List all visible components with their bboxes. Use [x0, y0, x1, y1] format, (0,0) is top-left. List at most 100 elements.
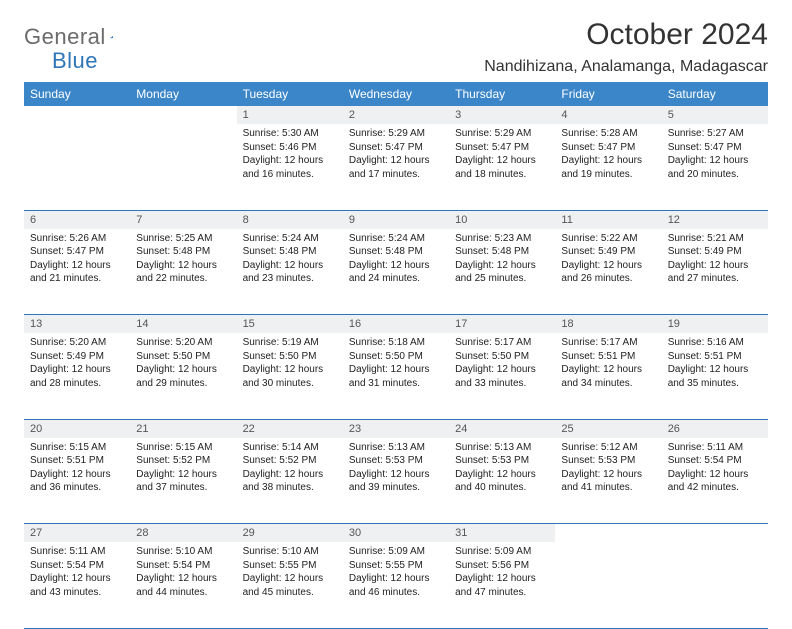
day-content: Sunrise: 5:23 AMSunset: 5:48 PMDaylight:… — [449, 229, 555, 292]
day-content: Sunrise: 5:15 AMSunset: 5:52 PMDaylight:… — [130, 438, 236, 501]
day-number-cell: 21 — [130, 419, 236, 438]
day-cell: Sunrise: 5:14 AMSunset: 5:52 PMDaylight:… — [237, 438, 343, 524]
day-cell: Sunrise: 5:10 AMSunset: 5:54 PMDaylight:… — [130, 542, 236, 628]
day-content: Sunrise: 5:24 AMSunset: 5:48 PMDaylight:… — [343, 229, 449, 292]
day-cell — [24, 124, 130, 210]
day-content: Sunrise: 5:29 AMSunset: 5:47 PMDaylight:… — [449, 124, 555, 187]
weekday-header: Sunday — [24, 82, 130, 106]
day-cell: Sunrise: 5:15 AMSunset: 5:52 PMDaylight:… — [130, 438, 236, 524]
day-content: Sunrise: 5:24 AMSunset: 5:48 PMDaylight:… — [237, 229, 343, 292]
daynum-row: 12345 — [24, 106, 768, 124]
day-cell: Sunrise: 5:10 AMSunset: 5:55 PMDaylight:… — [237, 542, 343, 628]
day-content: Sunrise: 5:20 AMSunset: 5:49 PMDaylight:… — [24, 333, 130, 396]
day-number-cell: 19 — [662, 315, 768, 334]
daynum-row: 20212223242526 — [24, 419, 768, 438]
day-cell: Sunrise: 5:09 AMSunset: 5:55 PMDaylight:… — [343, 542, 449, 628]
day-content: Sunrise: 5:17 AMSunset: 5:50 PMDaylight:… — [449, 333, 555, 396]
day-cell: Sunrise: 5:24 AMSunset: 5:48 PMDaylight:… — [343, 229, 449, 315]
daynum-row: 13141516171819 — [24, 315, 768, 334]
day-content: Sunrise: 5:13 AMSunset: 5:53 PMDaylight:… — [449, 438, 555, 501]
day-number-cell: 28 — [130, 524, 236, 543]
day-number-cell: 16 — [343, 315, 449, 334]
day-cell: Sunrise: 5:22 AMSunset: 5:49 PMDaylight:… — [555, 229, 661, 315]
weekday-header: Friday — [555, 82, 661, 106]
day-content: Sunrise: 5:21 AMSunset: 5:49 PMDaylight:… — [662, 229, 768, 292]
daynum-row: 2728293031 — [24, 524, 768, 543]
day-cell: Sunrise: 5:12 AMSunset: 5:53 PMDaylight:… — [555, 438, 661, 524]
day-cell: Sunrise: 5:28 AMSunset: 5:47 PMDaylight:… — [555, 124, 661, 210]
day-cell: Sunrise: 5:26 AMSunset: 5:47 PMDaylight:… — [24, 229, 130, 315]
weekday-header: Thursday — [449, 82, 555, 106]
day-content: Sunrise: 5:30 AMSunset: 5:46 PMDaylight:… — [237, 124, 343, 187]
day-cell — [130, 124, 236, 210]
day-content: Sunrise: 5:10 AMSunset: 5:55 PMDaylight:… — [237, 542, 343, 605]
day-content: Sunrise: 5:16 AMSunset: 5:51 PMDaylight:… — [662, 333, 768, 396]
day-number-cell — [24, 106, 130, 124]
brand-text-2: Blue — [52, 48, 98, 73]
day-cell: Sunrise: 5:16 AMSunset: 5:51 PMDaylight:… — [662, 333, 768, 419]
day-content: Sunrise: 5:27 AMSunset: 5:47 PMDaylight:… — [662, 124, 768, 187]
week-row: Sunrise: 5:11 AMSunset: 5:54 PMDaylight:… — [24, 542, 768, 628]
day-cell: Sunrise: 5:19 AMSunset: 5:50 PMDaylight:… — [237, 333, 343, 419]
day-cell: Sunrise: 5:29 AMSunset: 5:47 PMDaylight:… — [343, 124, 449, 210]
day-cell: Sunrise: 5:18 AMSunset: 5:50 PMDaylight:… — [343, 333, 449, 419]
day-cell: Sunrise: 5:24 AMSunset: 5:48 PMDaylight:… — [237, 229, 343, 315]
day-content: Sunrise: 5:25 AMSunset: 5:48 PMDaylight:… — [130, 229, 236, 292]
day-number-cell: 5 — [662, 106, 768, 124]
day-number-cell: 4 — [555, 106, 661, 124]
day-number-cell — [662, 524, 768, 543]
title-block: October 2024 Nandihizana, Analamanga, Ma… — [484, 18, 768, 76]
day-content: Sunrise: 5:18 AMSunset: 5:50 PMDaylight:… — [343, 333, 449, 396]
day-content: Sunrise: 5:29 AMSunset: 5:47 PMDaylight:… — [343, 124, 449, 187]
day-cell: Sunrise: 5:20 AMSunset: 5:49 PMDaylight:… — [24, 333, 130, 419]
day-content: Sunrise: 5:11 AMSunset: 5:54 PMDaylight:… — [24, 542, 130, 605]
day-cell: Sunrise: 5:20 AMSunset: 5:50 PMDaylight:… — [130, 333, 236, 419]
calendar-table: SundayMondayTuesdayWednesdayThursdayFrid… — [24, 82, 768, 629]
day-number-cell: 9 — [343, 210, 449, 229]
day-content: Sunrise: 5:14 AMSunset: 5:52 PMDaylight:… — [237, 438, 343, 501]
day-number-cell: 30 — [343, 524, 449, 543]
week-row: Sunrise: 5:15 AMSunset: 5:51 PMDaylight:… — [24, 438, 768, 524]
day-content: Sunrise: 5:22 AMSunset: 5:49 PMDaylight:… — [555, 229, 661, 292]
day-number-cell: 18 — [555, 315, 661, 334]
daynum-row: 6789101112 — [24, 210, 768, 229]
calendar-body: 12345Sunrise: 5:30 AMSunset: 5:46 PMDayl… — [24, 106, 768, 628]
day-number-cell: 10 — [449, 210, 555, 229]
day-number-cell: 7 — [130, 210, 236, 229]
day-cell: Sunrise: 5:29 AMSunset: 5:47 PMDaylight:… — [449, 124, 555, 210]
day-content: Sunrise: 5:28 AMSunset: 5:47 PMDaylight:… — [555, 124, 661, 187]
day-number-cell: 14 — [130, 315, 236, 334]
day-number-cell: 24 — [449, 419, 555, 438]
day-cell — [662, 542, 768, 628]
day-content: Sunrise: 5:26 AMSunset: 5:47 PMDaylight:… — [24, 229, 130, 292]
day-content: Sunrise: 5:20 AMSunset: 5:50 PMDaylight:… — [130, 333, 236, 396]
brand-text-1: General — [24, 24, 106, 50]
day-cell: Sunrise: 5:27 AMSunset: 5:47 PMDaylight:… — [662, 124, 768, 210]
weekday-header: Monday — [130, 82, 236, 106]
day-number-cell: 26 — [662, 419, 768, 438]
day-content: Sunrise: 5:15 AMSunset: 5:51 PMDaylight:… — [24, 438, 130, 501]
day-cell: Sunrise: 5:25 AMSunset: 5:48 PMDaylight:… — [130, 229, 236, 315]
day-number-cell: 17 — [449, 315, 555, 334]
brand-triangle-icon — [110, 30, 113, 44]
day-content: Sunrise: 5:12 AMSunset: 5:53 PMDaylight:… — [555, 438, 661, 501]
day-content: Sunrise: 5:09 AMSunset: 5:56 PMDaylight:… — [449, 542, 555, 605]
day-cell: Sunrise: 5:21 AMSunset: 5:49 PMDaylight:… — [662, 229, 768, 315]
weekday-header: Wednesday — [343, 82, 449, 106]
day-cell: Sunrise: 5:11 AMSunset: 5:54 PMDaylight:… — [24, 542, 130, 628]
day-number-cell — [555, 524, 661, 543]
day-content: Sunrise: 5:11 AMSunset: 5:54 PMDaylight:… — [662, 438, 768, 501]
calendar-head: SundayMondayTuesdayWednesdayThursdayFrid… — [24, 82, 768, 106]
day-number-cell: 8 — [237, 210, 343, 229]
day-cell: Sunrise: 5:17 AMSunset: 5:50 PMDaylight:… — [449, 333, 555, 419]
day-number-cell: 1 — [237, 106, 343, 124]
day-number-cell: 15 — [237, 315, 343, 334]
day-number-cell: 27 — [24, 524, 130, 543]
day-cell: Sunrise: 5:15 AMSunset: 5:51 PMDaylight:… — [24, 438, 130, 524]
day-number-cell: 2 — [343, 106, 449, 124]
week-row: Sunrise: 5:26 AMSunset: 5:47 PMDaylight:… — [24, 229, 768, 315]
weekday-header: Saturday — [662, 82, 768, 106]
weekday-header: Tuesday — [237, 82, 343, 106]
brand-logo: General — [24, 18, 132, 50]
day-content: Sunrise: 5:10 AMSunset: 5:54 PMDaylight:… — [130, 542, 236, 605]
